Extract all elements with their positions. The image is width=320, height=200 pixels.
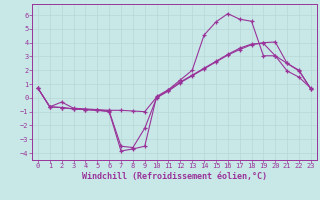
X-axis label: Windchill (Refroidissement éolien,°C): Windchill (Refroidissement éolien,°C) [82, 172, 267, 181]
